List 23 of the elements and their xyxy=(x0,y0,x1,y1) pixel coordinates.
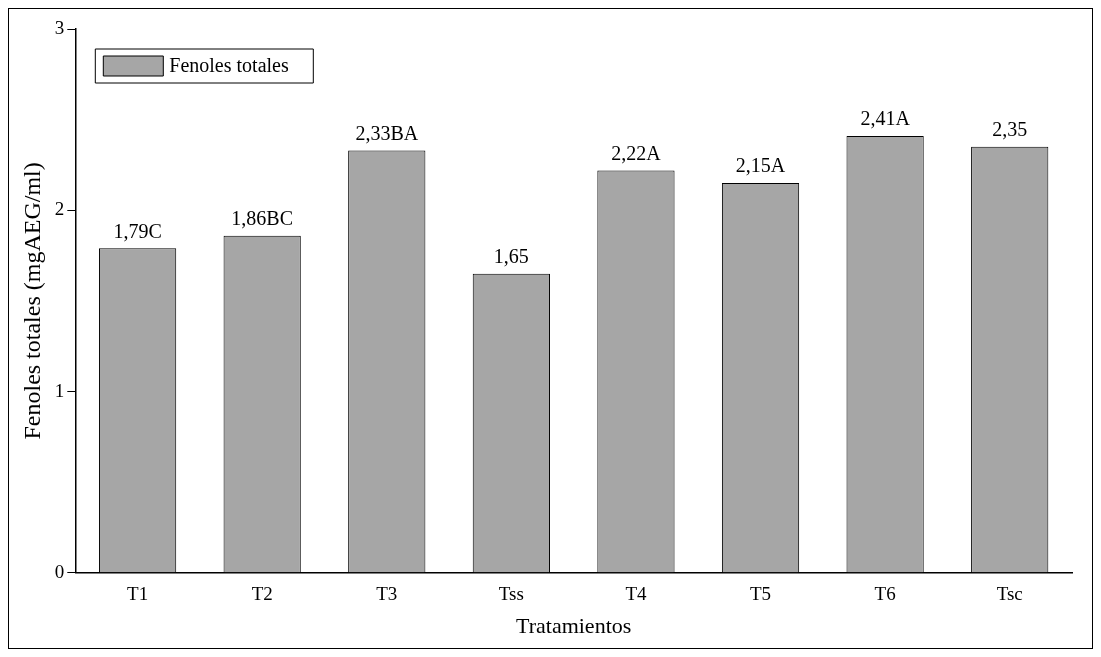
x-tick-label: Tsc xyxy=(996,583,1023,605)
y-tick-label: 2 xyxy=(54,198,65,220)
legend-label: Fenoles totales xyxy=(169,54,289,77)
y-axis-title: Fenoles totales (mgAEG/ml) xyxy=(18,162,45,440)
y-tick-label: 0 xyxy=(54,560,65,582)
data-label: 1,79C xyxy=(113,219,162,242)
data-label: 1,65 xyxy=(493,244,529,267)
x-tick-label: Tss xyxy=(498,583,524,605)
data-label: 2,33BA xyxy=(355,121,419,144)
data-label: 2,22A xyxy=(611,141,662,164)
x-tick-label: T2 xyxy=(251,583,273,605)
data-label: 1,86BC xyxy=(231,206,294,229)
x-tick-label: T1 xyxy=(127,583,149,605)
x-axis-title: Tratamientos xyxy=(516,612,632,638)
x-tick-label: T6 xyxy=(874,583,896,605)
x-tick-label: T4 xyxy=(625,583,647,605)
x-tick-label: T3 xyxy=(376,583,398,605)
data-label: 2,41A xyxy=(860,107,911,130)
data-label: 2,15A xyxy=(735,154,786,177)
y-tick-label: 3 xyxy=(54,16,65,38)
data-label: 2,35 xyxy=(992,118,1028,141)
x-tick-label: T5 xyxy=(749,583,772,605)
y-tick-label: 1 xyxy=(54,379,65,401)
